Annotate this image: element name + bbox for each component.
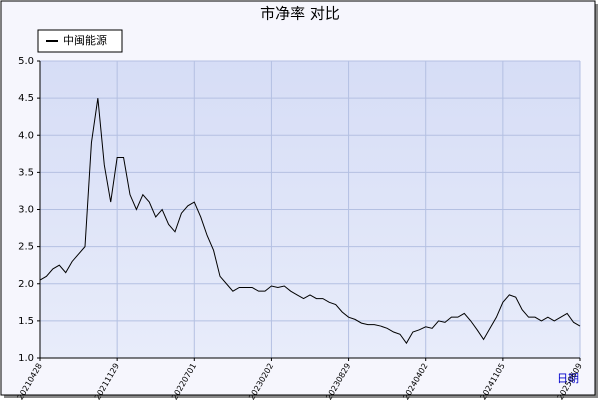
legend <box>37 29 123 53</box>
y-tick-label: 4.0 <box>18 130 34 141</box>
x-axis-label: 日期 <box>557 372 579 385</box>
y-tick-label: 3.5 <box>18 167 34 178</box>
y-tick-label: 5.0 <box>18 56 34 67</box>
y-tick-label: 1.0 <box>18 353 34 364</box>
y-tick-label: 3.0 <box>18 205 34 216</box>
y-tick-label: 2.5 <box>18 242 34 253</box>
y-tick-label: 1.5 <box>18 316 34 327</box>
y-tick-label: 4.5 <box>18 93 34 104</box>
y-tick-label: 2.0 <box>18 279 34 290</box>
legend-label: 中闽能源 <box>63 33 107 47</box>
data-line <box>39 98 581 345</box>
chart-title: 市净率 对比 <box>260 5 340 23</box>
